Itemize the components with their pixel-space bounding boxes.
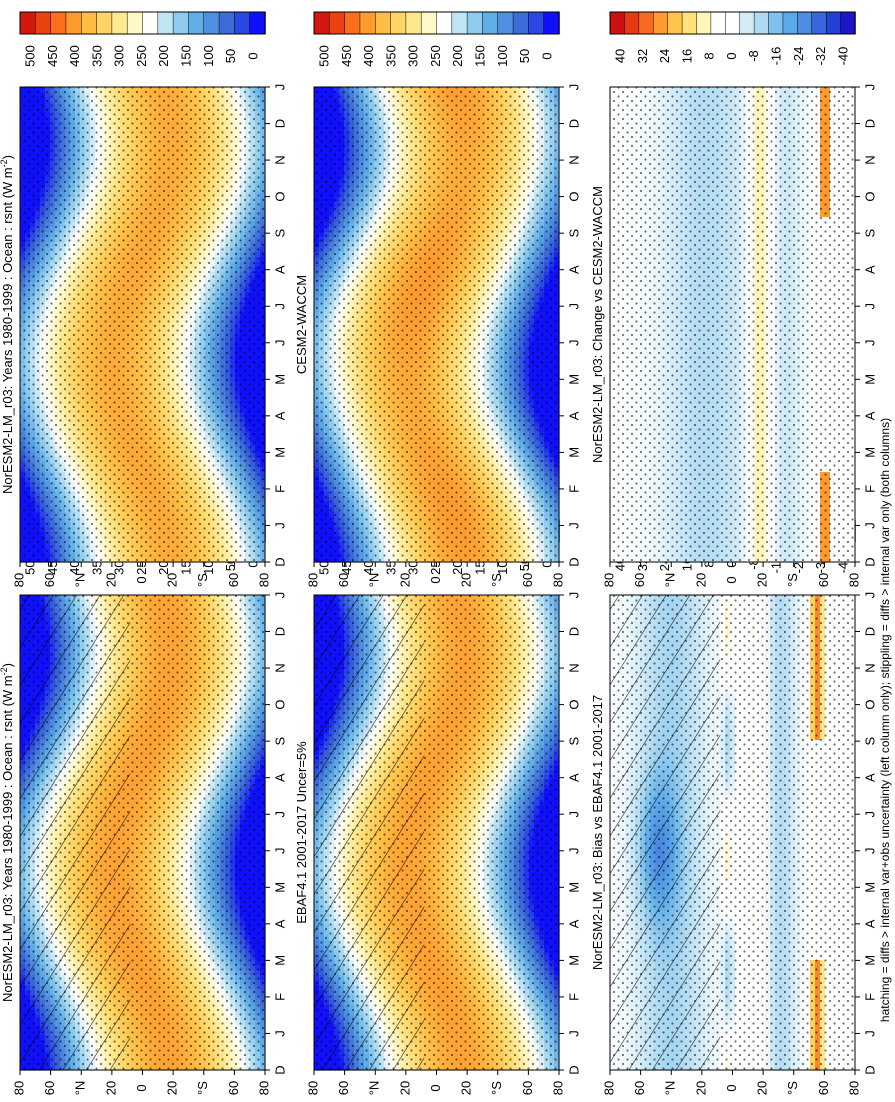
x-tick-label: J: [272, 592, 287, 599]
y-tick-label: °N: [73, 1081, 88, 1096]
hatch-overlay: [20, 595, 130, 1070]
x-tick-label: D: [272, 627, 287, 636]
x-tick-label: J: [272, 811, 287, 818]
x-tick-label: D: [272, 1065, 287, 1074]
y-tick-label: 60: [42, 1081, 57, 1095]
x-tick-label: O: [272, 700, 287, 710]
y-tick-label: 0: [134, 1084, 149, 1091]
x-tick-label: J: [272, 848, 287, 855]
y-tick-label: 80: [256, 1081, 271, 1095]
panel-2: DJFMAMJJASONDJ80 60 °N 20 0 20 °S 60 80NorESM2-L…: [0, 12, 287, 587]
x-tick-label: M: [272, 955, 287, 966]
x-tick-label: S: [272, 736, 287, 745]
y-tick-label: 60: [226, 1081, 241, 1095]
title-superscript: -2: [0, 667, 9, 675]
y-tick-label: 80: [11, 1081, 26, 1095]
y-tick-label: 20: [103, 1081, 118, 1095]
panel-title: NorESM2-LM_r03: Years 1980-1999 : Ocean …: [0, 663, 15, 1002]
y-tick-label: °S: [195, 1081, 210, 1095]
x-tick-label: M: [272, 882, 287, 893]
x-tick-label: J: [272, 1030, 287, 1037]
panels: D J F M A M J J A S O N D J 80 60 °N 20 0 20 °S 60 80 NorESM2-L…: [0, 12, 877, 1095]
x-tick-label: N: [272, 663, 287, 672]
x-tick-label: A: [272, 773, 287, 782]
title-suffix: ): [0, 663, 15, 667]
y-tick-label: 20: [165, 1081, 180, 1095]
x-tick-label: A: [272, 919, 287, 928]
x-tick-label: F: [272, 993, 287, 1001]
panel-1: D J F M A M J J A S O N D J 80 60 °N 20 0 20 °S 60 80 NorESM2-L…: [0, 520, 287, 1095]
